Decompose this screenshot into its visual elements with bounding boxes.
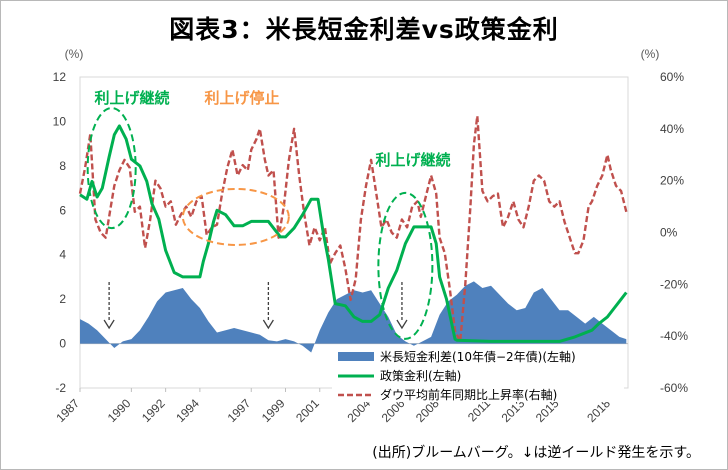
legend-label: ダウ平均前年同期比上昇率(右軸) [380,387,557,402]
left-axis-unit: (%) [65,47,84,61]
dow-yoy-line [78,114,628,343]
x-tick-label: 2001 [293,396,322,425]
annotation-rate-hike-continue-1: 利上げ継続 [94,89,169,107]
x-tick-label: 1987 [53,396,82,425]
policy-rate-line [79,124,628,343]
right-tick-label: -40% [660,329,688,343]
right-axis-unit: (%) [641,47,660,61]
left-tick-label: 6 [59,203,66,217]
rate-hike-continue-ellipse-1 [86,107,137,230]
left-tick-label: 0 [59,337,66,351]
inversion-arrow-head [262,319,274,330]
inversion-arrow-head [103,319,115,330]
left-tick-label: 4 [59,248,66,262]
rate-hike-continue-ellipse-2 [377,191,434,340]
right-tick-label: 20% [660,174,684,188]
x-tick-label: 1999 [259,396,288,425]
legend-box [332,346,624,402]
legend-label: 米長短金利差(10年債−2年債)(左軸) [380,349,576,364]
legend-swatch-spread [338,352,374,361]
right-tick-label: -60% [660,381,688,395]
legend-label: 政策金利(左軸) [380,368,461,383]
rate-hike-pause-ellipse [181,187,290,246]
left-tick-label: 12 [53,70,67,84]
right-tick-label: -20% [660,277,688,291]
left-tick-label: -2 [55,381,66,395]
right-tick-label: 60% [660,70,684,84]
right-tick-label: 40% [660,122,684,136]
chart-title: 図表3：米長短金利差vs政策金利 [169,15,559,44]
x-tick-label: 1994 [173,396,202,425]
left-tick-label: 8 [59,159,66,173]
inversion-arrow-head [396,319,408,330]
source-note: (出所)ブルームバーグ。↓は逆イールド発生を示す。 [372,445,700,461]
left-tick-label: 2 [59,292,66,306]
x-tick-label: 1992 [139,396,168,425]
annotation-rate-hike-pause: 利上げ停止 [204,89,279,107]
annotation-rate-hike-continue-2: 利上げ継続 [375,151,450,169]
left-tick-label: 10 [53,114,67,128]
right-tick-label: 0% [660,226,678,240]
x-tick-label: 1997 [225,396,254,425]
x-tick-label: 1990 [105,396,134,425]
